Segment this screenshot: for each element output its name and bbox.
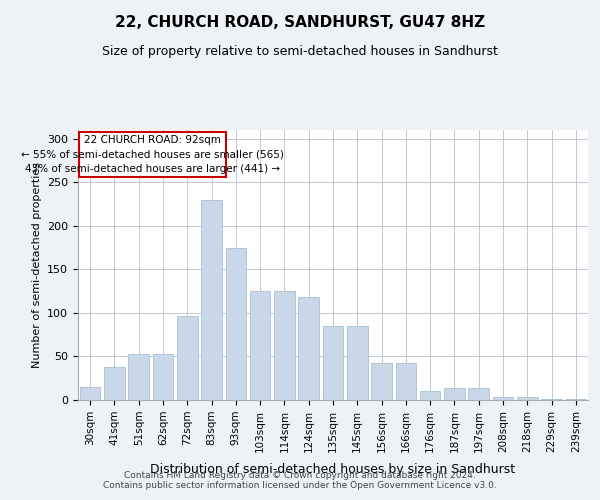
Text: 22, CHURCH ROAD, SANDHURST, GU47 8HZ: 22, CHURCH ROAD, SANDHURST, GU47 8HZ [115,15,485,30]
Bar [493,398,514,400]
Bar [298,297,319,400]
Text: Size of property relative to semi-detached houses in Sandhurst: Size of property relative to semi-detach… [102,45,498,58]
Bar [323,326,343,400]
FancyBboxPatch shape [79,132,226,177]
Bar [80,387,100,400]
Bar [226,248,246,400]
Bar [128,354,149,400]
Bar [420,392,440,400]
Bar [250,291,271,400]
Y-axis label: Number of semi-detached properties: Number of semi-detached properties [32,162,41,368]
Bar [517,398,538,400]
X-axis label: Distribution of semi-detached houses by size in Sandhurst: Distribution of semi-detached houses by … [151,463,515,476]
Bar [541,399,562,400]
Bar [201,200,222,400]
Bar [347,326,368,400]
Bar [371,362,392,400]
Bar [177,316,197,400]
Bar [152,354,173,400]
Bar [566,399,586,400]
Bar [469,388,489,400]
Bar [274,291,295,400]
Text: Contains HM Land Registry data © Crown copyright and database right 2024.
Contai: Contains HM Land Registry data © Crown c… [103,470,497,490]
Bar [104,367,125,400]
Bar [444,388,465,400]
Text: 22 CHURCH ROAD: 92sqm
← 55% of semi-detached houses are smaller (565)
43% of sem: 22 CHURCH ROAD: 92sqm ← 55% of semi-deta… [21,134,284,174]
Bar [395,362,416,400]
